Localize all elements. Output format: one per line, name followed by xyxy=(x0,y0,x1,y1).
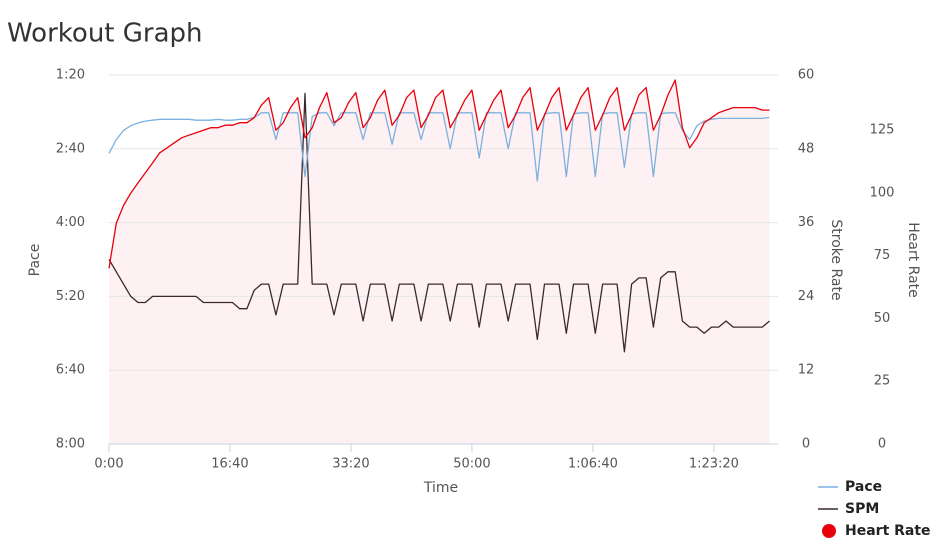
y2-tick-label: 36 xyxy=(798,215,815,230)
y3-tick-label: 50 xyxy=(874,311,891,326)
line-series xyxy=(108,92,770,353)
y-tick-label: 2:40 xyxy=(56,141,85,156)
legend-marker xyxy=(822,524,836,538)
y2-tick-label: 48 xyxy=(798,141,815,156)
y-tick-label: 4:00 xyxy=(56,215,85,230)
y-axis-title: Pace xyxy=(27,244,43,277)
x-tick-label: 1:23:20 xyxy=(689,457,739,472)
area xyxy=(109,80,770,444)
x-tick-label: 0:00 xyxy=(94,457,123,472)
x-tick-label: 33:20 xyxy=(332,457,369,472)
x-tick-label: 50:00 xyxy=(453,457,490,472)
y-tick-label: 5:20 xyxy=(56,289,85,304)
line-series xyxy=(108,79,770,269)
y2-axis-title: Stroke Rate xyxy=(828,219,844,300)
y-tick-label: 6:40 xyxy=(56,363,85,378)
y3-tick-label: 25 xyxy=(874,374,891,389)
y2-tick-label: 12 xyxy=(798,363,815,378)
y-tick-label: 1:20 xyxy=(56,68,85,83)
y2-tick-label: 60 xyxy=(798,68,815,83)
legend-label: Heart Rate xyxy=(845,523,931,539)
y2-tick-label: 24 xyxy=(798,289,815,304)
y3-tick-label: 125 xyxy=(870,123,895,138)
y3-tick-label: 0 xyxy=(878,437,886,452)
x-axis-title: Time xyxy=(423,480,458,496)
y2-tick-label: 0 xyxy=(802,437,810,452)
chart-title: Workout Graph xyxy=(7,19,203,49)
legend-label: SPM xyxy=(845,501,879,517)
y-tick-label: 8:00 xyxy=(56,437,85,452)
x-tick-label: 16:40 xyxy=(211,457,248,472)
line-series xyxy=(108,112,770,182)
y3-tick-label: 100 xyxy=(870,185,895,200)
y3-tick-label: 75 xyxy=(874,248,891,263)
y3-axis-title: Heart Rate xyxy=(905,222,921,298)
legend-label: Pace xyxy=(845,479,882,495)
x-tick-label: 1:06:40 xyxy=(568,457,618,472)
